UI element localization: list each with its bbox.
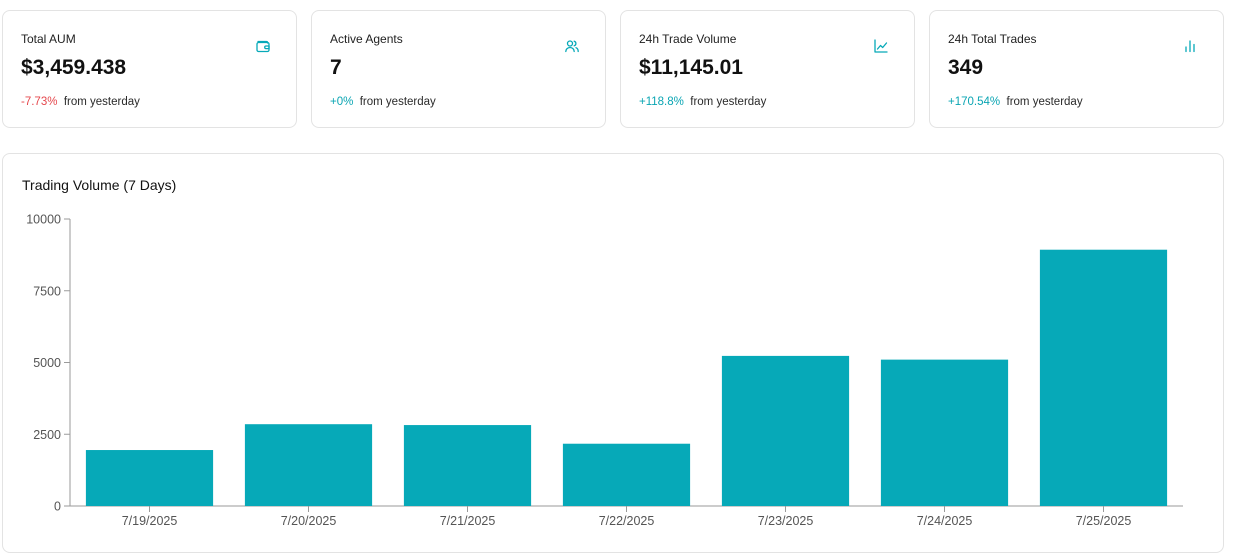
stat-card-title: Total AUM — [21, 32, 76, 46]
line-chart-icon — [874, 39, 888, 53]
wallet-icon — [256, 40, 270, 53]
stat-card-change-row: +0% from yesterday — [330, 95, 587, 109]
y-tick-label: 10000 — [26, 213, 61, 227]
stat-card-change: +118.8% — [639, 96, 684, 108]
x-tick-label: 7/23/2025 — [758, 514, 814, 528]
bar[interactable] — [562, 443, 691, 506]
bar[interactable] — [403, 425, 532, 506]
stat-card-value: 7 — [330, 56, 342, 79]
stat-card-change-row: -7.73% from yesterday — [21, 95, 278, 109]
trading-volume-bar-chart: 0 2500 5000 7500 10000 7/19/2025 7/20/2025 7/21… — [26, 213, 1183, 528]
y-tick-label: 5000 — [33, 356, 61, 370]
stat-card-value: $11,145.01 — [639, 56, 743, 79]
x-tick-label: 7/24/2025 — [917, 514, 973, 528]
stat-card-total-trades: 24h Total Trades 349 +170.54% from yeste… — [929, 10, 1224, 128]
trading-volume-chart-card: Trading Volume (7 Days) 0 2500 5000 7500 100… — [2, 153, 1224, 553]
stat-card-change-suffix: from yesterday — [690, 96, 767, 108]
bar[interactable] — [85, 450, 214, 506]
stat-card-change-suffix: from yesterday — [359, 96, 436, 108]
users-icon — [565, 40, 579, 53]
bar[interactable] — [1039, 249, 1168, 507]
stat-card-change-suffix: from yesterday — [63, 96, 140, 108]
bar[interactable] — [880, 359, 1009, 506]
x-tick-label: 7/21/2025 — [440, 514, 496, 528]
stat-card-title: 24h Trade Volume — [639, 32, 737, 46]
stat-card-active-agents: Active Agents 7 +0% from yesterday — [311, 10, 606, 128]
stat-card-value: 349 — [948, 56, 984, 79]
y-tick-label: 7500 — [33, 284, 61, 298]
x-tick-label: 7/20/2025 — [281, 514, 337, 528]
x-tick-label: 7/25/2025 — [1076, 514, 1132, 528]
stat-cards: Total AUM $3,459.438 -7.73% from yesterd… — [2, 10, 1224, 128]
stat-card-title: Active Agents — [330, 32, 403, 46]
stat-card-trade-volume: 24h Trade Volume $11,145.01 +118.8% from… — [620, 10, 915, 128]
x-tick-label: 7/19/2025 — [122, 514, 178, 528]
stat-card-title: 24h Total Trades — [948, 32, 1037, 46]
stat-card-change-row: +118.8% from yesterday — [639, 95, 896, 109]
stat-card-value: $3,459.438 — [21, 56, 127, 79]
stat-card-change: +170.54% — [948, 96, 1001, 108]
y-tick-label: 0 — [54, 500, 61, 514]
stat-card-change-suffix: from yesterday — [1006, 96, 1083, 108]
bar[interactable] — [244, 424, 373, 506]
bar[interactable] — [721, 355, 850, 506]
chart-title: Trading Volume (7 Days) — [22, 177, 177, 193]
bar-chart-icon — [1185, 40, 1195, 53]
stat-card-change-row: +170.54% from yesterday — [948, 95, 1205, 109]
x-tick-label: 7/22/2025 — [599, 514, 655, 528]
stat-card-total-aum: Total AUM $3,459.438 -7.73% from yesterd… — [2, 10, 297, 128]
stat-card-change: -7.73% — [21, 96, 58, 108]
y-tick-label: 2500 — [33, 428, 61, 442]
stat-card-change: +0% — [330, 96, 354, 108]
